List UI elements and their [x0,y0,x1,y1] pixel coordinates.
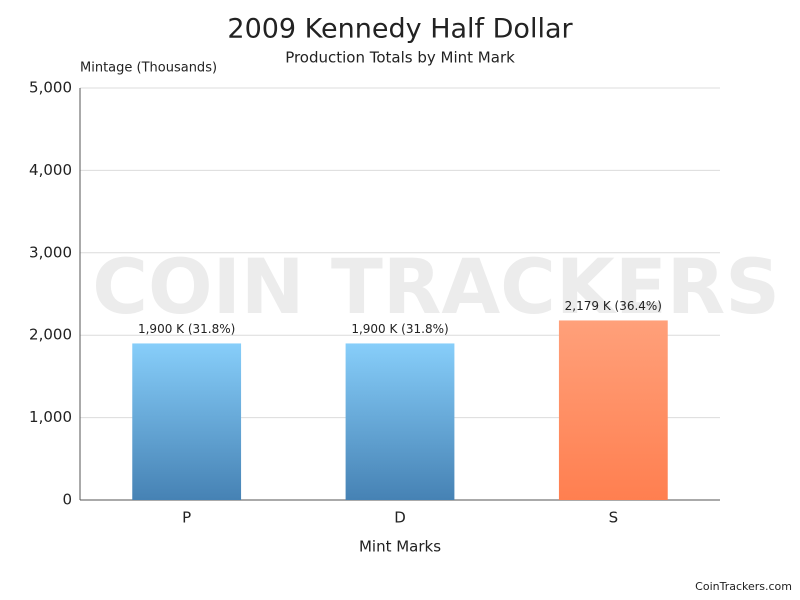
watermark: COIN TRACKERS [92,242,780,331]
y-axis-title: Mintage (Thousands) [80,61,217,76]
y-tick-label: 3,000 [29,243,72,261]
value-label: 1,900 K (31.8%) [351,322,448,336]
y-tick-label: 2,000 [29,326,72,344]
y-tick-label: 0 [62,491,72,509]
y-tick-label: 5,000 [29,79,72,97]
x-tick-label: D [394,509,406,527]
bar [558,320,668,500]
chart-title: 2009 Kennedy Half Dollar [227,14,573,45]
bar [345,343,455,500]
value-label: 1,900 K (31.8%) [138,322,235,336]
x-tick-label: P [182,509,191,527]
bar [132,343,242,500]
credit: CoinTrackers.com [695,580,792,593]
y-tick-label: 4,000 [29,161,72,179]
y-tick-label: 1,000 [29,408,72,426]
x-tick-label: S [609,509,619,527]
x-axis-title: Mint Marks [359,538,441,556]
value-label: 2,179 K (36.4%) [565,299,662,313]
chart-subtitle: Production Totals by Mint Mark [285,49,515,67]
